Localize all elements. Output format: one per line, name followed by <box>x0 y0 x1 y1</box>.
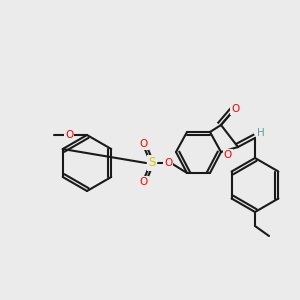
Text: O: O <box>65 130 73 140</box>
Text: S: S <box>148 157 156 169</box>
Text: H: H <box>257 128 265 138</box>
Text: O: O <box>140 139 148 149</box>
Text: O: O <box>164 158 172 168</box>
Text: O: O <box>231 104 239 114</box>
Text: O: O <box>224 150 232 160</box>
Text: O: O <box>140 177 148 187</box>
